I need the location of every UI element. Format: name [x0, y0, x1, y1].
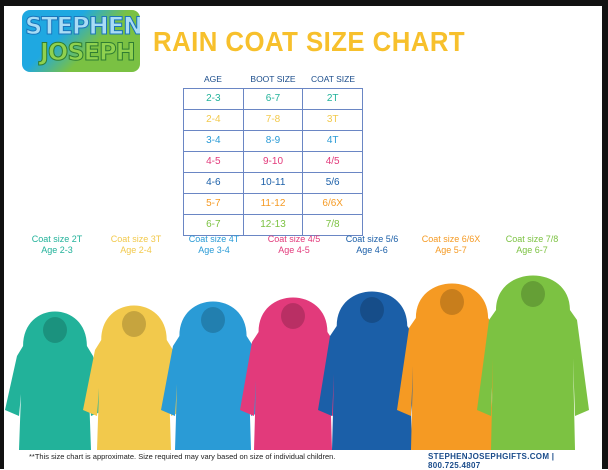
coat-size-cell: 3T [303, 110, 364, 130]
table-row: 4-6 10-11 5/6 [183, 172, 364, 193]
table-row: 4-5 9-10 4/5 [183, 151, 364, 172]
coat-size-cell: 5/6 [303, 173, 364, 193]
hood-opening [281, 303, 305, 329]
contact-info: STEPHENJOSEPHGIFTS.COM | 800.725.4807 [428, 452, 555, 470]
logo-line-1: STEPHEN [24, 12, 140, 41]
table-body: 2-3 6-7 2T 2-4 7-8 3T 3-4 8-9 4T 4-5 9-10 4/5 4-6 10-… [183, 88, 364, 236]
coat-illustrations [5, 275, 589, 450]
coat-label: Coat size 2T Age 2-3 [16, 234, 98, 256]
raincoat-shape [83, 305, 185, 450]
hood-opening [122, 311, 146, 337]
age-cell: 3-4 [184, 131, 244, 151]
coat-size-cell: 4T [303, 131, 364, 151]
boot-size-cell: 11-12 [244, 194, 304, 214]
table-row: 2-3 6-7 2T [183, 88, 364, 109]
age-cell: 2-4 [184, 110, 244, 130]
hood-opening [521, 281, 545, 307]
header-boot-size: BOOT SIZE [250, 74, 296, 84]
page-title: RAIN COAT SIZE CHART [153, 26, 466, 57]
coat-size-name: Coat size 4/5 [267, 234, 321, 244]
top-border [0, 0, 608, 6]
coat-label: Coat size 6/6X Age 5-7 [410, 234, 492, 256]
coat-age-range: Age 5-7 [435, 245, 467, 255]
coat-size-cell: 6/6X [303, 194, 364, 214]
raincoat-shape [240, 297, 346, 450]
coat-size-cell: 7/8 [303, 215, 364, 235]
coat-age-range: Age 3-4 [198, 245, 230, 255]
left-border [0, 0, 4, 469]
boot-size-cell: 7-8 [244, 110, 304, 130]
age-cell: 4-5 [184, 152, 244, 172]
coat-age-range: Age 4-6 [356, 245, 388, 255]
age-cell: 4-6 [184, 173, 244, 193]
coat-size-cell: 2T [303, 89, 364, 109]
raincoat-icon [5, 311, 105, 450]
table-header: AGE BOOT SIZE COAT SIZE [183, 74, 363, 88]
boot-size-cell: 12-13 [244, 215, 304, 235]
boot-size-cell: 6-7 [244, 89, 304, 109]
boot-size-cell: 10-11 [244, 173, 304, 193]
brand-logo: STEPHEN JOSEPH [22, 10, 140, 72]
coat-size-name: Coat size 6/6X [421, 234, 481, 244]
header-age: AGE [204, 74, 222, 84]
raincoat-shape [5, 311, 105, 450]
boot-size-cell: 9-10 [244, 152, 304, 172]
raincoat-shape [161, 301, 265, 450]
coat-age-range: Age 6-7 [516, 245, 548, 255]
coat-size-name: Coat size 3T [110, 234, 162, 244]
disclaimer-text: **This size chart is approximate. Size r… [29, 452, 336, 461]
coat-age-range: Age 2-4 [120, 245, 152, 255]
header-coat-size: COAT SIZE [310, 74, 356, 84]
right-border [602, 0, 608, 469]
coat-size-name: Coat size 4T [188, 234, 240, 244]
raincoat-icon [240, 297, 346, 450]
hood-opening [43, 317, 67, 343]
table-row: 2-4 7-8 3T [183, 109, 364, 130]
coat-size-name: Coat size 2T [31, 234, 83, 244]
coat-label: Coat size 4T Age 3-4 [173, 234, 255, 256]
coat-age-range: Age 4-5 [278, 245, 310, 255]
coat-label: Coat size 3T Age 2-4 [95, 234, 177, 256]
logo-line-2: JOSEPH [40, 38, 137, 67]
age-cell: 6-7 [184, 215, 244, 235]
table-row: 5-7 11-12 6/6X [183, 193, 364, 214]
size-table: AGE BOOT SIZE COAT SIZE 2-3 6-7 2T 2-4 7-8 3T… [183, 74, 364, 236]
boot-size-cell: 8-9 [244, 131, 304, 151]
coat-size-name: Coat size 5/6 [345, 234, 399, 244]
coat-size-cell: 4/5 [303, 152, 364, 172]
raincoat-icon [477, 275, 589, 450]
raincoat-icon [83, 305, 185, 450]
coat-size-name: Coat size 7/8 [505, 234, 559, 244]
coat-age-range: Age 2-3 [41, 245, 73, 255]
hood-opening [440, 289, 464, 315]
age-cell: 5-7 [184, 194, 244, 214]
table-row: 3-4 8-9 4T [183, 130, 364, 151]
hood-opening [201, 307, 225, 333]
coat-label: Coat size 7/8 Age 6-7 [491, 234, 573, 256]
hood-opening [360, 297, 384, 323]
coat-label: Coat size 4/5 Age 4-5 [253, 234, 335, 256]
age-cell: 2-3 [184, 89, 244, 109]
raincoat-shape [477, 275, 589, 450]
table-row: 6-7 12-13 7/8 [183, 214, 364, 236]
raincoat-icon [161, 301, 265, 450]
coat-label: Coat size 5/6 Age 4-6 [331, 234, 413, 256]
